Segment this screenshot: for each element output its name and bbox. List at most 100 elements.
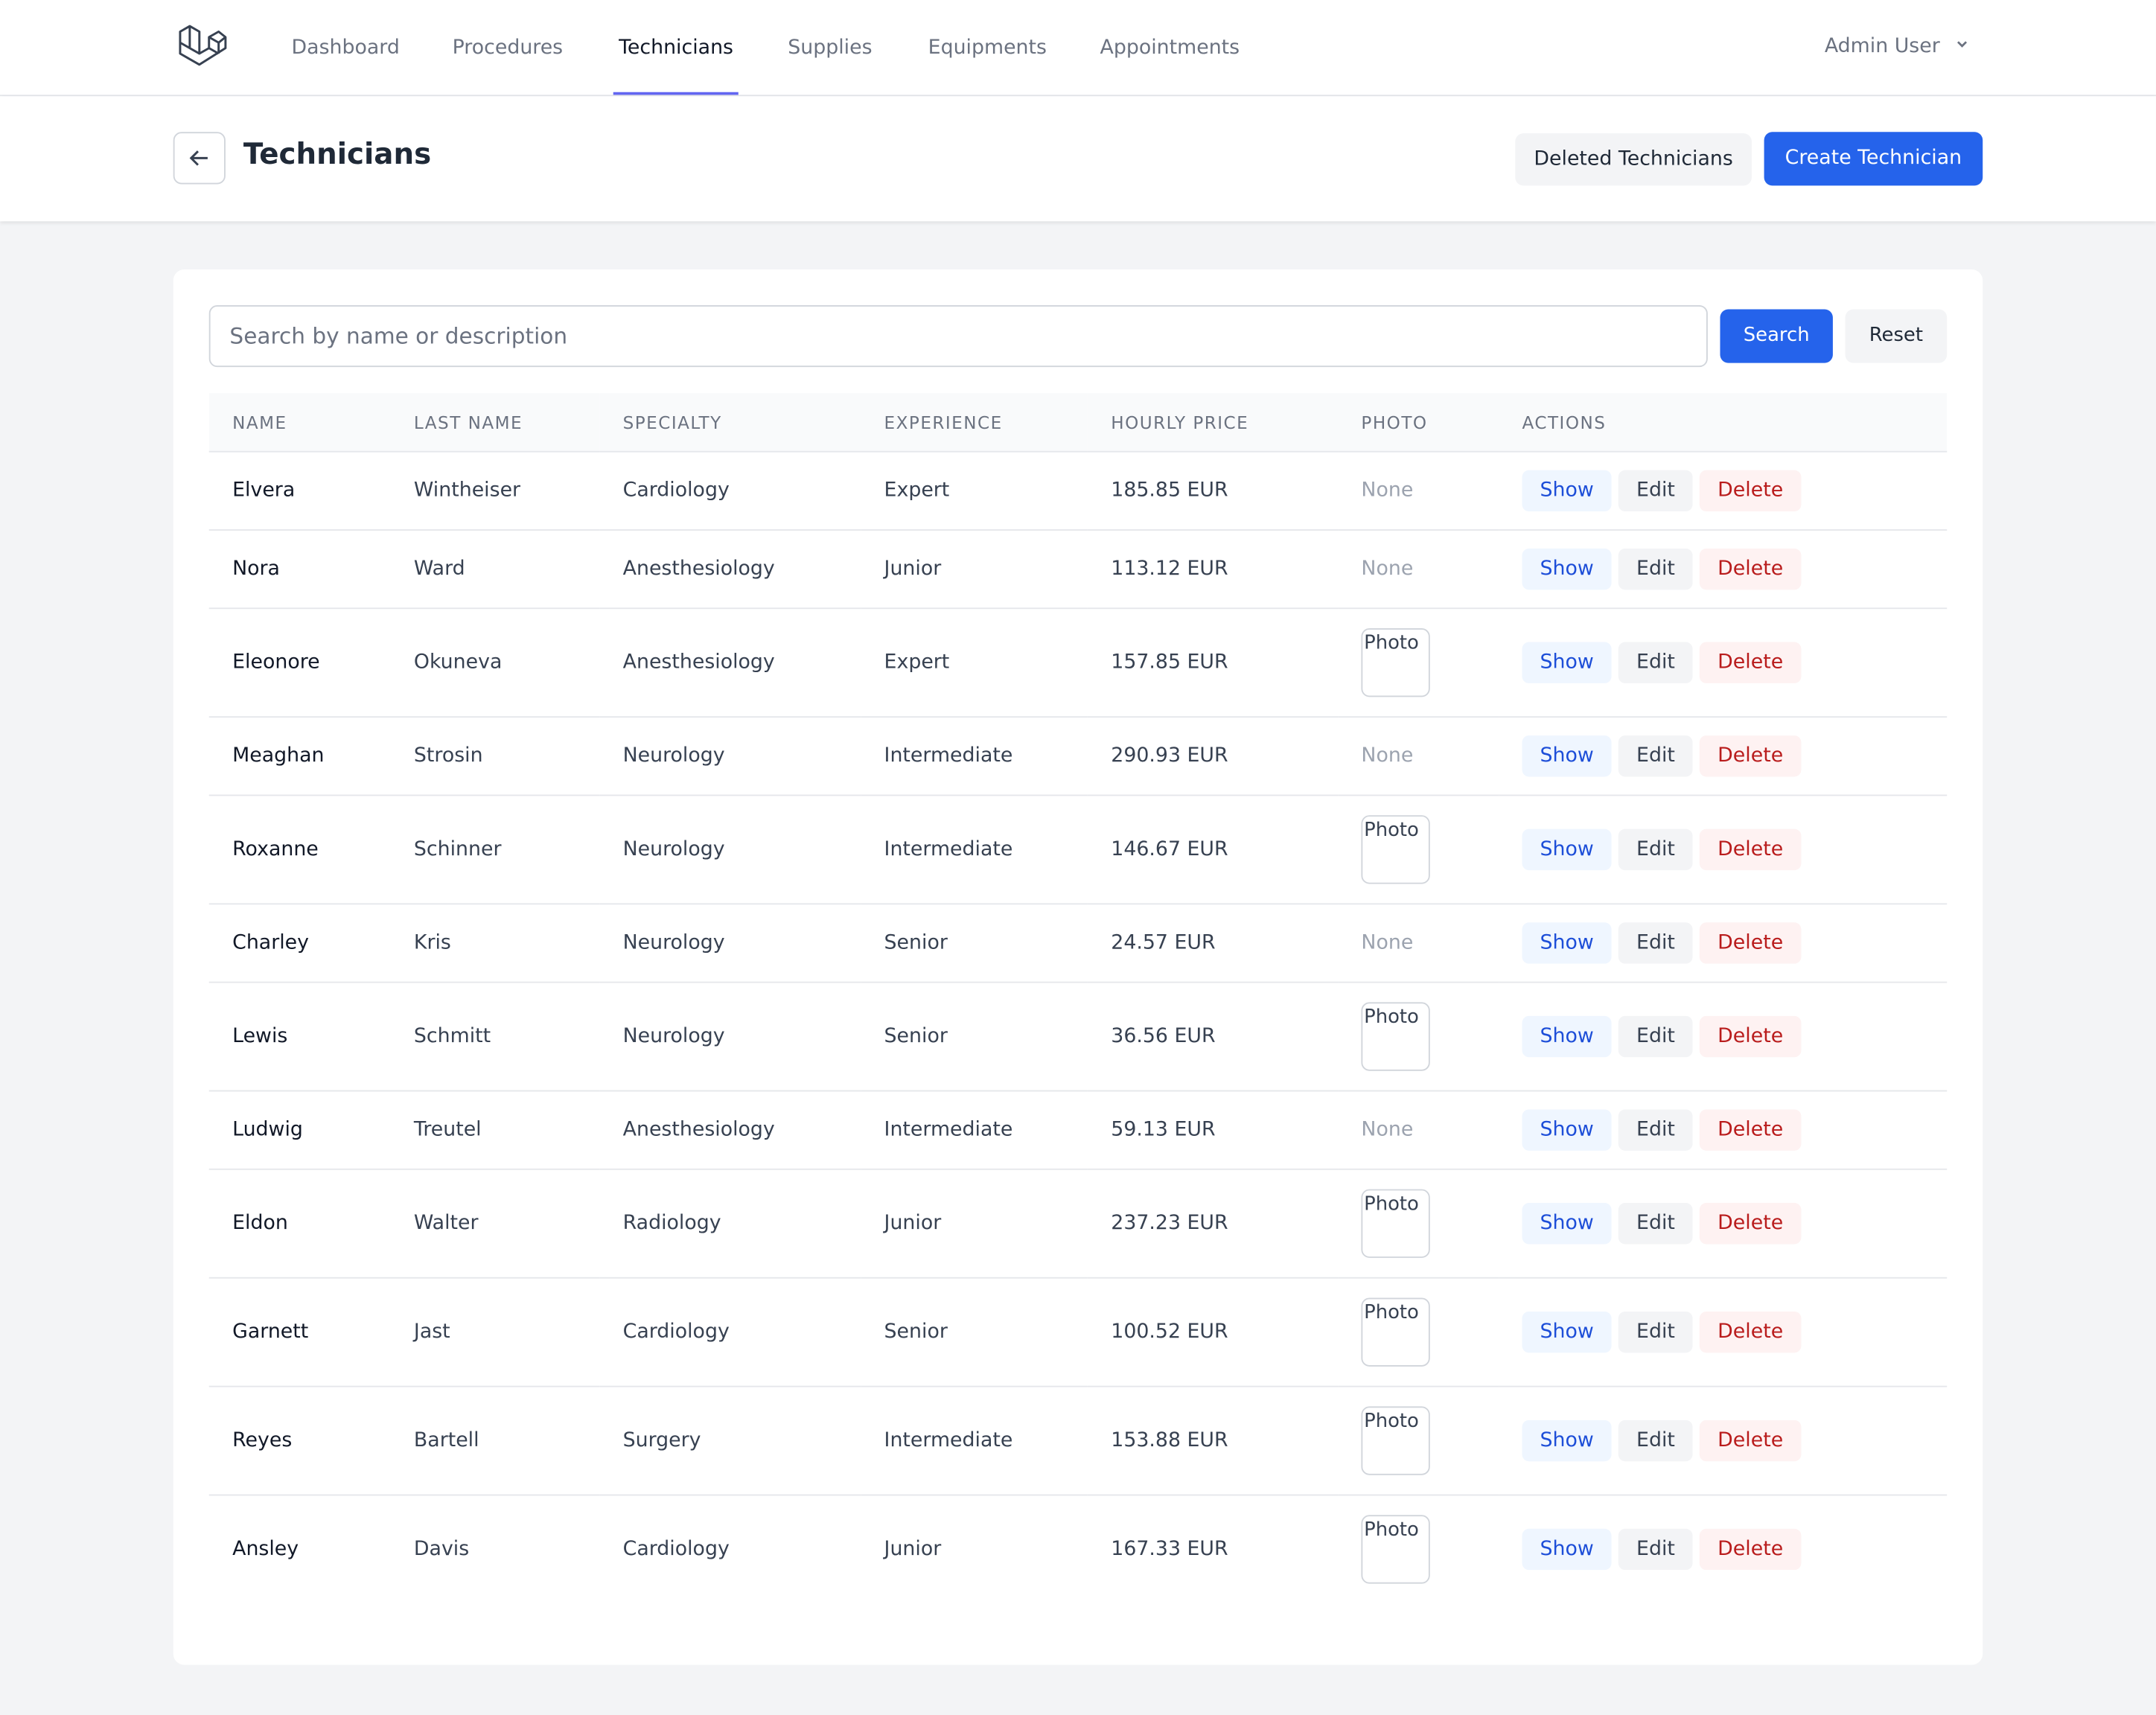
table-cell: Treutel <box>390 1090 600 1169</box>
cell-text: Surgery <box>622 1429 701 1452</box>
reset-button[interactable]: Reset <box>1845 309 1948 363</box>
cell-text: Senior <box>884 1320 948 1344</box>
table-row: Ansley Davis Cardiology Junior 167.33 EUR Pho… <box>208 1494 1948 1603</box>
action-button[interactable]: Delete <box>1700 548 1802 590</box>
table-cell: Intermediate <box>861 1385 1088 1495</box>
cell-text: Expert <box>884 651 950 674</box>
navbar: Dashboard Procedures Technicians Supplies Eq… <box>0 0 2156 97</box>
cell-text: Strosin <box>413 745 483 767</box>
cell-text: Cardiology <box>622 479 730 502</box>
action-button[interactable]: Show <box>1522 470 1612 512</box>
table-cell: Photo <box>1338 981 1499 1091</box>
photo-none: None <box>1361 1119 1414 1141</box>
nav-item[interactable]: Appointments <box>1100 36 1240 60</box>
action-button[interactable]: Edit <box>1618 1419 1693 1462</box>
action-button[interactable]: Edit <box>1618 470 1693 512</box>
photo: Photo <box>1361 1406 1430 1475</box>
action-button[interactable]: Show <box>1522 735 1612 777</box>
action-button[interactable]: Show <box>1522 1109 1612 1151</box>
column-header: EXPERIENCE <box>861 393 1088 452</box>
cell-text: Neurology <box>622 932 725 954</box>
card: Search by name or description Search Res… <box>173 269 1983 1665</box>
cell-text: Cardiology <box>622 1538 730 1561</box>
table-cell: 24.57 EUR <box>1087 903 1339 983</box>
table-row: Charley Kris Neurology Senior 24.57 EUR None S… <box>208 903 1948 983</box>
action-button[interactable]: Delete <box>1700 1528 1802 1571</box>
action-button[interactable]: Delete <box>1700 1311 1802 1353</box>
cell-text: Eleonore <box>232 651 320 674</box>
action-button[interactable]: Edit <box>1618 1203 1693 1245</box>
table-cell: Junior <box>861 529 1088 609</box>
table-cell: 237.23 EUR <box>1087 1168 1339 1278</box>
table-cell: Roxanne <box>208 794 391 904</box>
actions-cell: Show Edit Delete <box>1499 1277 1948 1387</box>
cell-text: 146.67 EUR <box>1111 838 1228 861</box>
table-cell: 100.52 EUR <box>1087 1277 1339 1387</box>
table-cell: Photo <box>1338 607 1499 718</box>
table-cell: Anesthesiology <box>599 607 861 718</box>
action-button[interactable]: Delete <box>1700 1015 1802 1058</box>
action-button[interactable]: Delete <box>1700 922 1802 964</box>
search-button[interactable]: Search <box>1720 309 1833 363</box>
cell-text: Neurology <box>622 745 725 767</box>
nav-item[interactable]: Dashboard <box>291 36 400 60</box>
action-button[interactable]: Delete <box>1700 1419 1802 1462</box>
action-button[interactable]: Edit <box>1618 548 1693 590</box>
cell-text: Roxanne <box>232 838 319 861</box>
action-button[interactable]: Edit <box>1618 642 1693 683</box>
action-button[interactable]: Delete <box>1700 642 1802 683</box>
action-button[interactable]: Delete <box>1700 1109 1802 1151</box>
action-button[interactable]: Show <box>1522 1528 1612 1571</box>
table-cell: Expert <box>861 450 1088 530</box>
action-button[interactable]: Show <box>1522 1419 1612 1462</box>
cell-text: Junior <box>884 1212 942 1235</box>
cell-text: Anesthesiology <box>622 558 775 581</box>
action-button[interactable]: Show <box>1522 642 1612 683</box>
action-button[interactable]: Edit <box>1618 1109 1693 1151</box>
action-button[interactable]: Edit <box>1618 1311 1693 1353</box>
action-button[interactable]: Delete <box>1700 735 1802 777</box>
back-button[interactable] <box>173 132 226 185</box>
cell-text: Neurology <box>622 838 725 861</box>
action-button[interactable]: Edit <box>1618 828 1693 871</box>
action-button[interactable]: Show <box>1522 1203 1612 1245</box>
table-cell: Neurology <box>599 981 861 1091</box>
user-menu[interactable]: Admin User <box>1825 0 1971 95</box>
table-cell: Bartell <box>390 1385 600 1495</box>
table-cell: Strosin <box>390 716 600 796</box>
table-cell: Expert <box>861 607 1088 718</box>
cell-text: 113.12 EUR <box>1111 558 1228 581</box>
action-button[interactable]: Edit <box>1618 922 1693 964</box>
action-button[interactable]: Show <box>1522 1015 1612 1058</box>
photo: Photo <box>1361 1002 1430 1071</box>
action-button[interactable]: Edit <box>1618 735 1693 777</box>
cell-text: Intermediate <box>884 1119 1013 1141</box>
nav-item[interactable]: Procedures <box>452 36 564 60</box>
nav-item[interactable]: Equipments <box>928 36 1047 60</box>
table-cell: 36.56 EUR <box>1087 981 1339 1091</box>
table-cell: Cardiology <box>599 1277 861 1387</box>
action-button[interactable]: Edit <box>1618 1015 1693 1058</box>
create-button[interactable]: Create Technician <box>1764 132 1983 186</box>
deleted-button[interactable]: Deleted Technicians <box>1515 133 1752 186</box>
table-row: Elvera Wintheiser Cardiology Expert 185.85 E… <box>208 450 1948 530</box>
action-button[interactable]: Delete <box>1700 470 1802 512</box>
action-button[interactable]: Show <box>1522 922 1612 964</box>
table-cell: Photo <box>1338 1494 1499 1603</box>
action-button[interactable]: Show <box>1522 1311 1612 1353</box>
nav-item[interactable]: Technicians <box>613 0 739 95</box>
column-header: ACTIONS <box>1499 393 1948 452</box>
action-button[interactable]: Show <box>1522 828 1612 871</box>
search-input[interactable]: Search by name or description <box>208 305 1708 368</box>
action-button[interactable]: Edit <box>1618 1528 1693 1571</box>
table-cell: 59.13 EUR <box>1087 1090 1339 1169</box>
action-button[interactable]: Show <box>1522 548 1612 590</box>
action-button[interactable]: Delete <box>1700 1203 1802 1245</box>
action-button[interactable]: Delete <box>1700 828 1802 871</box>
table-cell: Schinner <box>390 794 600 904</box>
nav-item[interactable]: Supplies <box>788 36 873 60</box>
cell-text: Senior <box>884 1025 948 1048</box>
cell-text: 24.57 EUR <box>1111 932 1216 954</box>
logo[interactable] <box>176 22 228 74</box>
